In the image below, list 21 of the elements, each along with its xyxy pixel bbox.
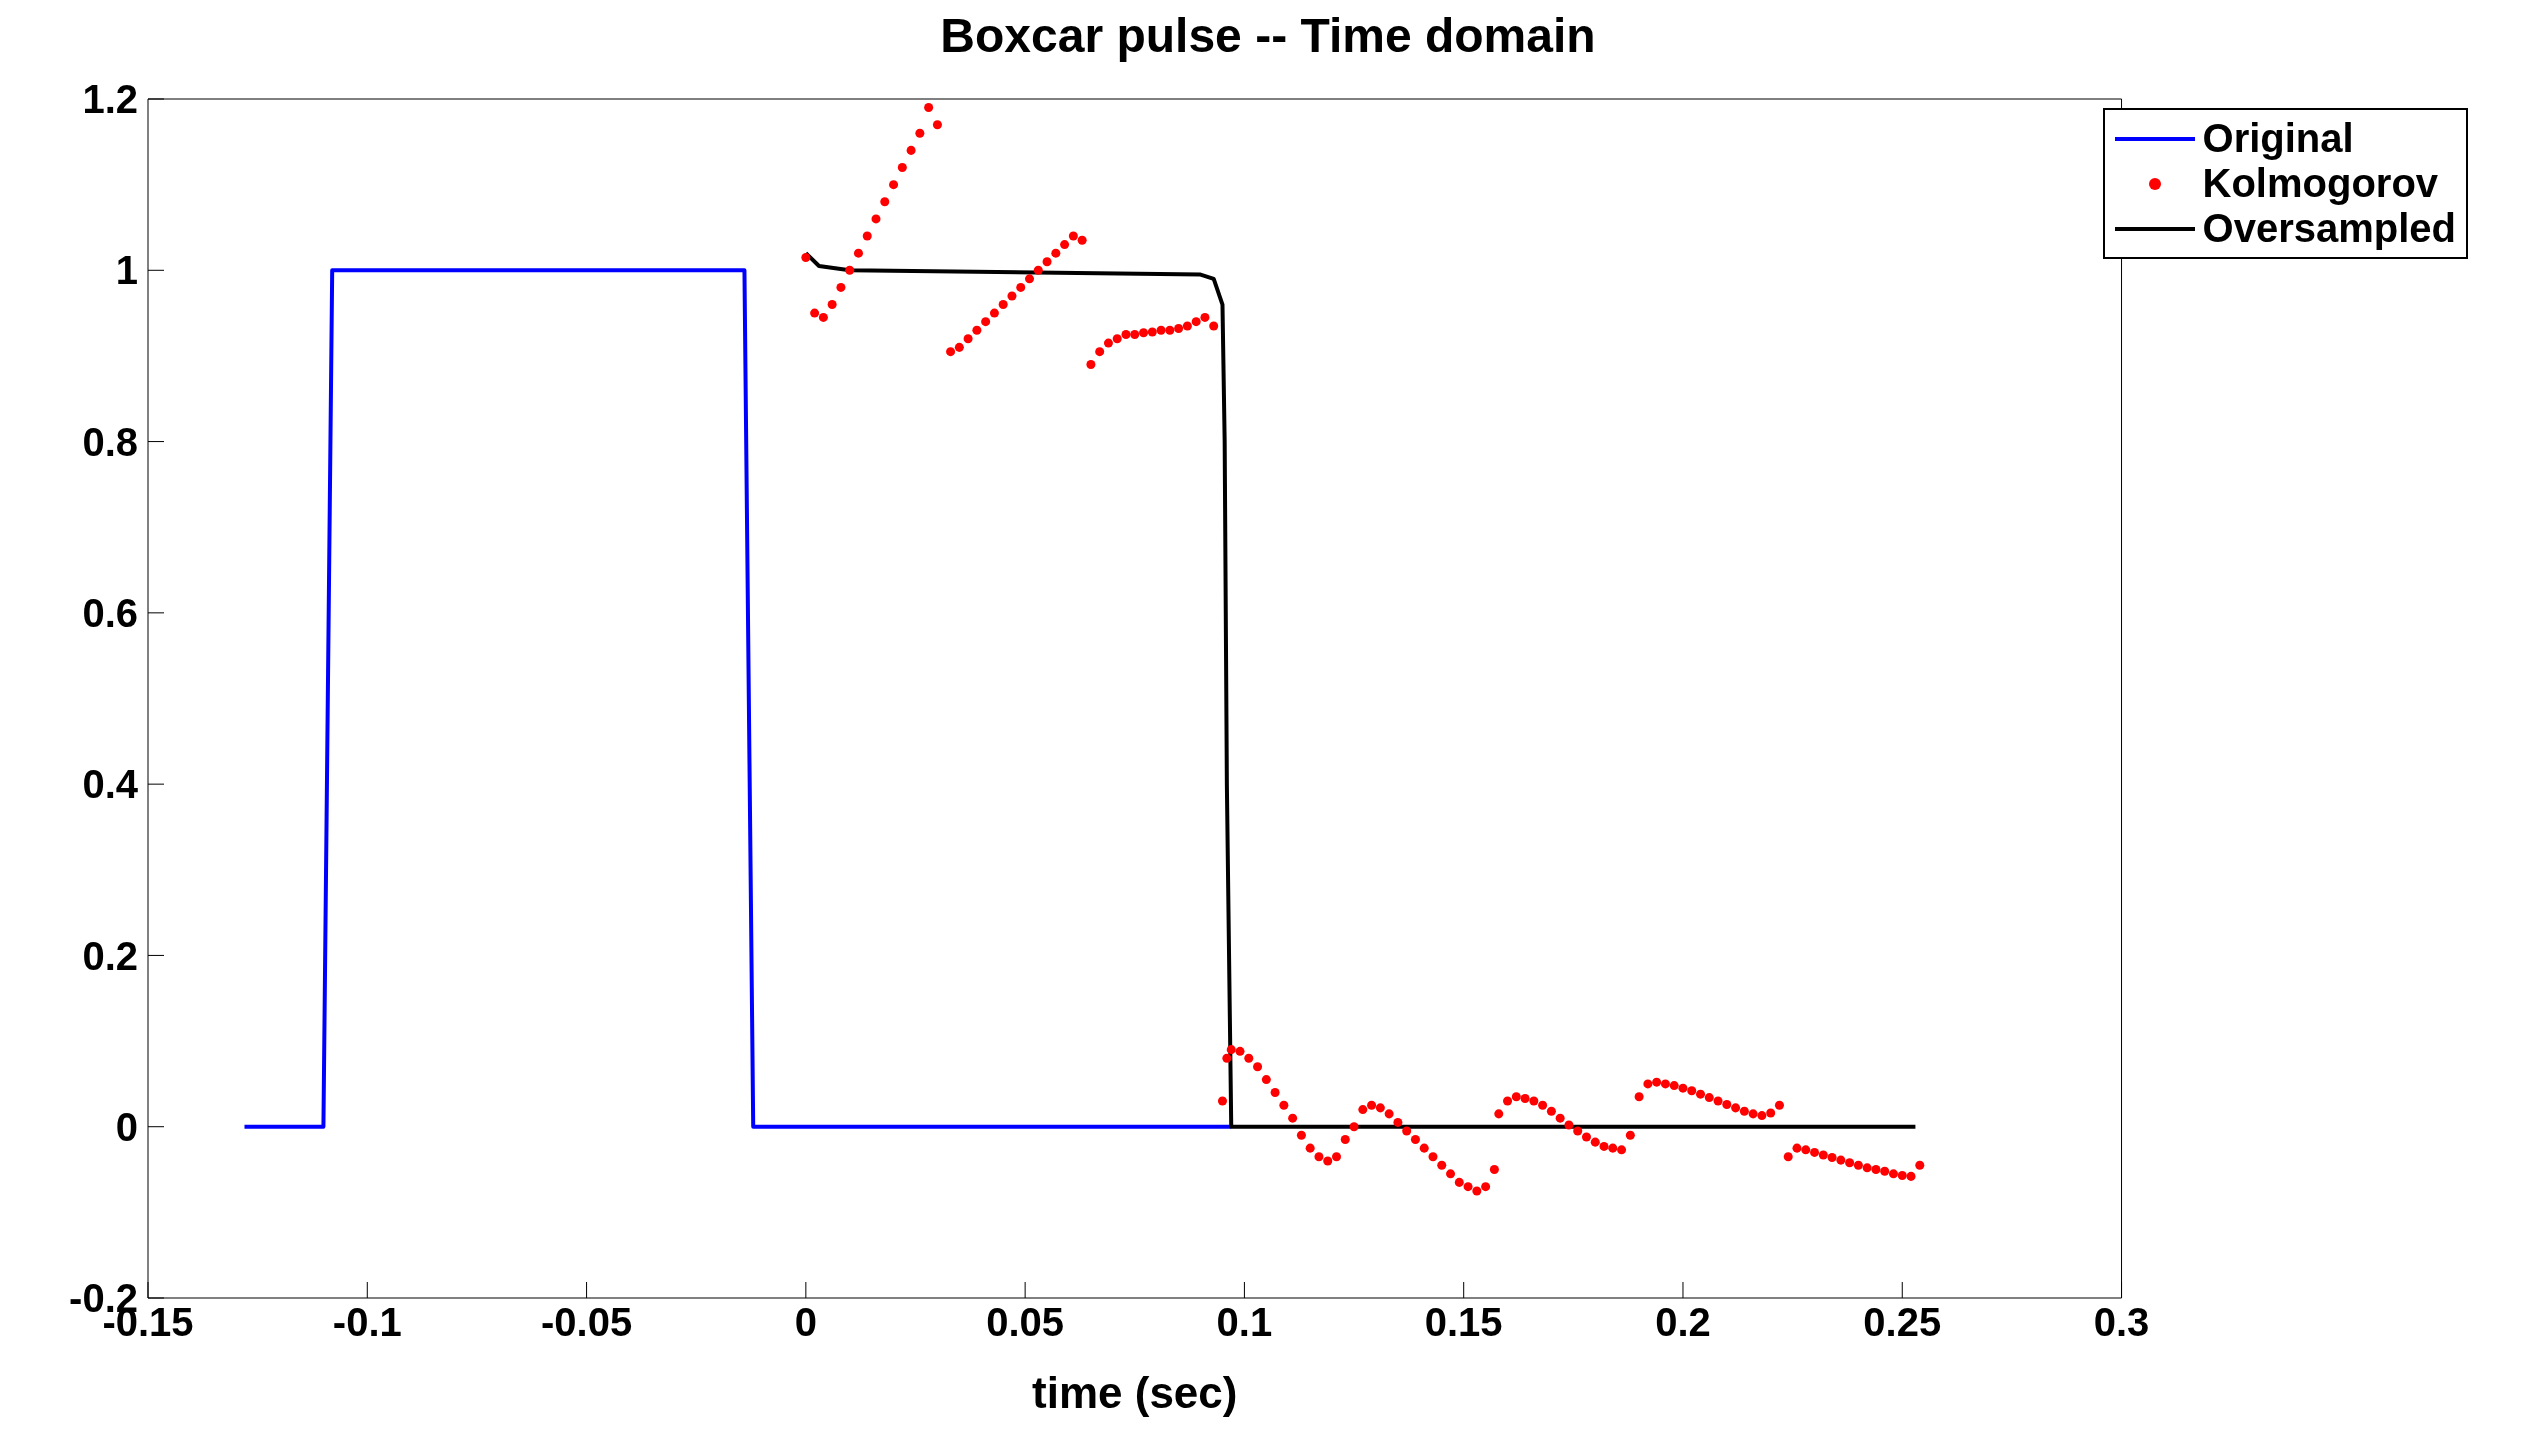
y-tick-label: 0.2 [82, 933, 138, 978]
y-tick-label: 1.2 [82, 77, 138, 122]
x-tick-label: 0.3 [2093, 1300, 2150, 1345]
x-tick-label: 0.2 [1655, 1300, 1711, 1345]
legend-label: Original [2202, 116, 2354, 161]
x-axis-title: time (sec) [1032, 1368, 1238, 1417]
x-tick-label: 0.25 [1863, 1300, 1942, 1345]
x-tick-label: -0.1 [332, 1300, 402, 1345]
legend-label: Oversampled [2202, 206, 2456, 251]
x-tick-label: 0 [794, 1300, 817, 1345]
y-tick-label: 0.6 [82, 591, 138, 636]
y-tick-label: 0 [115, 1104, 138, 1149]
y-tick-label: 0.8 [82, 419, 138, 464]
y-tick-label: 0.4 [82, 762, 139, 807]
x-tick-label: -0.05 [540, 1300, 633, 1345]
x-tick-label: 0.05 [986, 1300, 1065, 1345]
legend-label: Kolmogorov [2202, 161, 2439, 206]
chart-title: Boxcar pulse -- Time domain [939, 8, 1597, 64]
x-tick-label: 0.1 [1216, 1300, 1273, 1345]
y-tick-label: 1 [115, 248, 138, 293]
x-tick-label: 0.15 [1424, 1300, 1503, 1345]
